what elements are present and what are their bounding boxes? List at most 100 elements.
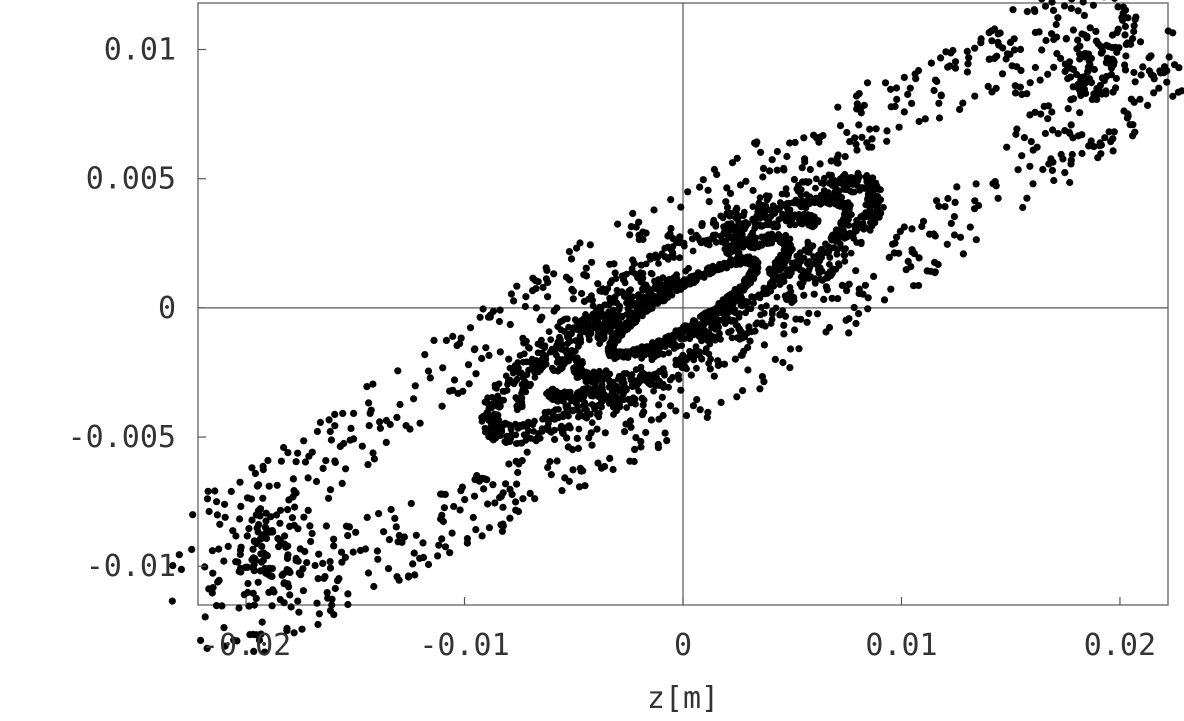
data-point xyxy=(258,618,266,626)
data-point xyxy=(507,290,515,298)
data-point xyxy=(639,235,647,244)
data-point xyxy=(770,282,778,290)
data-point xyxy=(749,203,757,211)
data-point xyxy=(495,380,503,388)
data-point xyxy=(1068,150,1076,159)
data-point xyxy=(236,515,244,523)
data-point xyxy=(1103,72,1111,81)
data-point xyxy=(715,360,724,368)
data-point xyxy=(511,498,520,506)
data-point xyxy=(1066,178,1074,187)
data-point xyxy=(785,239,792,247)
data-point xyxy=(457,334,465,342)
data-point xyxy=(1094,154,1102,162)
data-point xyxy=(245,525,253,533)
data-point xyxy=(545,328,553,335)
data-point xyxy=(657,340,665,348)
data-point xyxy=(269,528,277,536)
data-point xyxy=(661,244,669,252)
data-point xyxy=(654,253,662,261)
data-point xyxy=(204,487,212,495)
data-point xyxy=(625,287,633,295)
data-point xyxy=(472,526,480,534)
data-point xyxy=(250,647,258,656)
data-point xyxy=(867,219,874,227)
data-point xyxy=(576,239,584,247)
data-point xyxy=(252,594,260,603)
data-point xyxy=(331,410,339,418)
data-point xyxy=(220,624,228,632)
data-point xyxy=(690,351,697,358)
data-point xyxy=(931,268,939,276)
data-point xyxy=(915,254,923,262)
data-point xyxy=(612,275,620,282)
data-point xyxy=(580,316,588,324)
data-point xyxy=(840,185,847,193)
data-point xyxy=(516,422,524,429)
data-point xyxy=(762,192,770,200)
data-point xyxy=(760,341,769,349)
data-point xyxy=(642,260,650,268)
data-point xyxy=(720,230,727,237)
data-point xyxy=(1049,158,1057,166)
x-tick-label: 0.02 xyxy=(1084,628,1156,663)
data-point xyxy=(526,489,534,497)
data-point xyxy=(470,492,479,500)
data-point xyxy=(996,29,1004,37)
data-point xyxy=(416,554,424,562)
data-point xyxy=(606,378,614,386)
data-point xyxy=(628,265,636,272)
data-point xyxy=(1124,112,1132,120)
data-point xyxy=(1069,26,1077,34)
data-point xyxy=(714,266,722,274)
data-point xyxy=(518,457,526,465)
data-point xyxy=(626,302,634,310)
data-point xyxy=(956,233,965,241)
data-point xyxy=(505,460,513,468)
data-point xyxy=(363,383,371,391)
data-point xyxy=(705,241,713,249)
data-point xyxy=(580,371,588,379)
data-point xyxy=(874,199,882,207)
data-point xyxy=(679,351,687,359)
data-point xyxy=(1121,22,1129,31)
data-point xyxy=(733,334,741,342)
data-point xyxy=(1109,88,1117,96)
data-point xyxy=(1105,43,1113,51)
data-point xyxy=(574,402,582,410)
data-point xyxy=(488,434,496,442)
y-tick-label: -0.005 xyxy=(68,420,176,455)
data-point xyxy=(586,376,593,383)
data-point xyxy=(701,270,708,278)
data-point xyxy=(701,327,709,335)
data-point xyxy=(307,537,315,546)
data-point xyxy=(551,426,558,434)
data-point xyxy=(482,344,490,352)
data-point xyxy=(791,138,799,147)
data-point xyxy=(780,330,788,338)
data-point xyxy=(350,409,358,417)
data-point xyxy=(491,499,499,507)
data-point xyxy=(622,319,629,327)
data-point xyxy=(1130,22,1138,30)
data-point xyxy=(568,397,575,405)
data-point xyxy=(470,346,478,354)
data-point xyxy=(558,487,566,495)
data-point xyxy=(411,382,419,390)
data-point xyxy=(506,320,514,329)
data-point xyxy=(1121,66,1130,74)
data-point xyxy=(438,535,446,543)
data-point xyxy=(642,428,650,437)
data-point xyxy=(268,602,276,610)
data-point xyxy=(837,179,845,187)
data-point xyxy=(549,409,557,416)
data-point xyxy=(613,382,620,390)
data-point xyxy=(963,47,971,56)
data-point xyxy=(1018,152,1026,160)
data-point xyxy=(513,480,521,488)
data-point xyxy=(502,439,510,446)
x-tick-label: -0.02 xyxy=(201,628,291,663)
data-point xyxy=(839,226,847,234)
data-point xyxy=(965,54,973,62)
data-point xyxy=(1126,121,1134,129)
